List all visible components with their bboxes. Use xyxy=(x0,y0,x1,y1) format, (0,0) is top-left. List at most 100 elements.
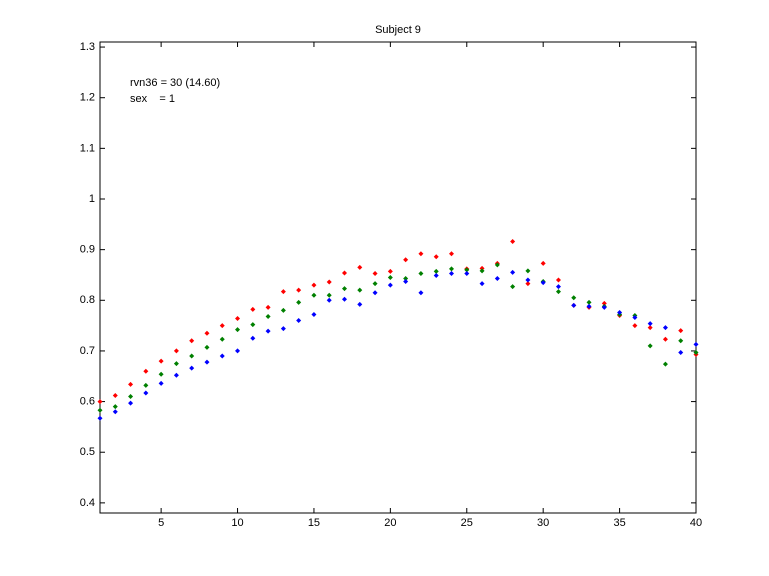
data-point xyxy=(586,303,592,309)
data-point xyxy=(128,381,134,387)
data-point xyxy=(693,349,699,355)
data-point xyxy=(632,323,638,329)
data-point xyxy=(189,353,195,359)
data-point xyxy=(311,311,317,317)
data-point xyxy=(219,336,225,342)
data-point xyxy=(510,269,516,275)
data-point xyxy=(433,254,439,260)
data-point xyxy=(525,277,531,283)
data-point xyxy=(204,344,210,350)
data-point xyxy=(601,304,607,310)
data-point xyxy=(678,328,684,334)
data-point xyxy=(204,359,210,365)
data-point xyxy=(158,380,164,386)
data-point xyxy=(617,309,623,315)
data-point xyxy=(112,404,118,410)
data-point xyxy=(448,251,454,257)
data-point xyxy=(571,302,577,308)
y-tick-label: 0.7 xyxy=(80,345,95,357)
chart-title: Subject 9 xyxy=(375,24,421,36)
data-point xyxy=(540,280,546,286)
data-point xyxy=(158,371,164,377)
data-point xyxy=(158,358,164,364)
data-point xyxy=(235,316,241,322)
data-point xyxy=(586,299,592,305)
x-tick-label: 25 xyxy=(461,517,473,529)
data-point xyxy=(97,407,103,413)
data-point xyxy=(479,281,485,287)
data-point xyxy=(662,361,668,367)
data-point xyxy=(357,264,363,270)
data-point xyxy=(189,338,195,344)
data-point xyxy=(479,265,485,271)
data-point xyxy=(403,279,409,285)
y-tick-label: 0.9 xyxy=(80,244,95,256)
data-point xyxy=(372,281,378,287)
data-point xyxy=(128,394,134,400)
data-point xyxy=(173,372,179,378)
data-point xyxy=(204,330,210,336)
data-point xyxy=(219,353,225,359)
data-point xyxy=(326,292,332,298)
data-point xyxy=(173,361,179,367)
x-tick-label: 30 xyxy=(537,517,549,529)
data-point xyxy=(464,270,470,276)
data-point xyxy=(128,400,134,406)
data-point xyxy=(632,315,638,321)
data-point xyxy=(342,286,348,292)
data-point xyxy=(387,268,393,274)
data-point xyxy=(372,290,378,296)
data-point xyxy=(296,299,302,305)
data-point xyxy=(357,301,363,307)
data-point xyxy=(173,348,179,354)
data-point xyxy=(280,307,286,313)
y-tick-label: 0.4 xyxy=(80,497,95,509)
data-point xyxy=(418,251,424,257)
y-tick-label: 0.6 xyxy=(80,395,95,407)
data-point xyxy=(265,328,271,334)
y-tick-label: 1 xyxy=(89,193,95,205)
data-point xyxy=(296,287,302,293)
data-point xyxy=(250,306,256,312)
data-point xyxy=(296,318,302,324)
data-point xyxy=(311,292,317,298)
data-point xyxy=(265,304,271,310)
data-point xyxy=(97,399,103,405)
data-point xyxy=(250,335,256,341)
data-point xyxy=(693,341,699,347)
data-point xyxy=(494,276,500,282)
x-tick-label: 15 xyxy=(308,517,320,529)
data-point xyxy=(678,349,684,355)
data-point xyxy=(326,279,332,285)
y-tick-label: 1.1 xyxy=(80,142,95,154)
data-point xyxy=(510,284,516,290)
x-tick-label: 10 xyxy=(231,517,243,529)
data-point xyxy=(418,270,424,276)
data-point xyxy=(143,390,149,396)
data-point xyxy=(464,267,470,273)
data-point xyxy=(387,275,393,280)
data-point xyxy=(448,270,454,276)
data-point xyxy=(678,338,684,344)
data-point xyxy=(372,270,378,276)
y-tick-label: 1.3 xyxy=(80,41,95,53)
data-point xyxy=(326,297,332,303)
y-tick-label: 0.5 xyxy=(80,446,95,458)
data-point xyxy=(647,321,653,327)
data-point xyxy=(143,382,149,388)
data-point xyxy=(189,365,195,371)
data-point xyxy=(265,313,271,319)
data-point xyxy=(433,268,439,274)
data-point xyxy=(448,266,454,272)
data-point xyxy=(387,282,393,288)
data-point xyxy=(403,276,409,282)
data-point xyxy=(418,290,424,296)
data-point xyxy=(235,348,241,354)
data-point xyxy=(433,272,439,278)
x-tick-label: 20 xyxy=(384,517,396,529)
data-point xyxy=(479,268,485,274)
data-point xyxy=(647,325,653,331)
data-point xyxy=(525,281,531,287)
x-tick-label: 40 xyxy=(690,517,702,529)
